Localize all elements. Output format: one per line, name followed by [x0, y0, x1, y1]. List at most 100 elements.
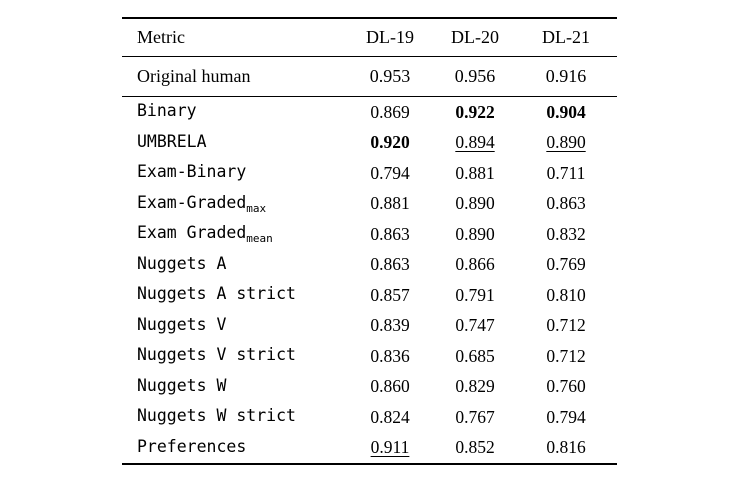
value-text: 0.894: [455, 132, 495, 153]
row-label-text: Preferences: [137, 436, 247, 456]
value-text: 0.760: [546, 376, 586, 397]
row-label-text: Exam-Binary: [137, 162, 247, 182]
col-header-dl19: DL-19: [366, 27, 414, 47]
value-text: 0.829: [455, 376, 495, 397]
row-label-text: UMBRELA: [137, 131, 207, 151]
row-label: Exam-Gradedmax: [122, 193, 345, 215]
table-row: Nuggets W strict 0.824 0.767 0.794: [122, 402, 617, 433]
row-label-text: Exam-Graded: [137, 192, 247, 212]
row-label: Preferences: [122, 437, 345, 459]
table-row: Nuggets A 0.863 0.866 0.769: [122, 250, 617, 281]
table-row: Binary 0.869 0.922 0.904: [122, 97, 617, 128]
table-row: Exam Gradedmean 0.863 0.890 0.832: [122, 219, 617, 250]
value-dl21: 0.760: [515, 376, 617, 397]
value-dl21: 0.794: [515, 407, 617, 428]
value-text: 0.920: [370, 132, 410, 153]
value-dl19: 0.920: [345, 132, 435, 153]
value-dl20: 0.685: [435, 346, 515, 367]
value-dl20: 0.829: [435, 376, 515, 397]
value-text: 0.794: [370, 162, 410, 183]
value-dl20: 0.767: [435, 407, 515, 428]
value-text: 0.712: [546, 345, 586, 366]
value-text: 0.711: [546, 162, 586, 183]
value-dl19: 0.839: [345, 315, 435, 336]
value-dl21: 0.916: [545, 66, 587, 86]
value-dl21: 0.810: [515, 285, 617, 306]
value-dl19: 0.863: [345, 224, 435, 245]
value-dl19: 0.824: [345, 407, 435, 428]
value-text: 0.685: [455, 345, 495, 366]
value-text: 0.869: [370, 101, 410, 122]
row-label: Original human: [137, 66, 251, 86]
row-label-text: Nuggets V: [137, 314, 227, 334]
value-dl21: 0.712: [515, 315, 617, 336]
value-text: 0.839: [370, 315, 410, 336]
value-text: 0.863: [370, 223, 410, 244]
value-text: 0.824: [370, 406, 410, 427]
value-text: 0.911: [370, 437, 410, 458]
table-row: Nuggets W 0.860 0.829 0.760: [122, 372, 617, 403]
row-label: Exam-Binary: [122, 162, 345, 184]
table-row: Nuggets V 0.839 0.747 0.712: [122, 311, 617, 342]
row-label-subscript: max: [246, 201, 267, 215]
value-text: 0.810: [546, 284, 586, 305]
value-text: 0.816: [546, 437, 586, 458]
value-dl21: 0.832: [515, 224, 617, 245]
value-text: 0.857: [370, 284, 410, 305]
row-label: Nuggets V: [122, 315, 345, 337]
value-text: 0.832: [546, 223, 586, 244]
row-label-text: Nuggets A strict: [137, 284, 296, 304]
value-text: 0.860: [370, 376, 410, 397]
row-label: Binary: [122, 101, 345, 123]
value-dl21: 0.769: [515, 254, 617, 275]
value-dl21: 0.711: [515, 163, 617, 184]
value-dl19: 0.911: [345, 437, 435, 458]
row-label: Nuggets W strict: [122, 406, 345, 428]
value-text: 0.767: [455, 406, 495, 427]
row-label: Exam Gradedmean: [122, 223, 345, 245]
value-dl20: 0.890: [435, 193, 515, 214]
value-text: 0.890: [455, 223, 495, 244]
value-dl20: 0.956: [454, 66, 496, 86]
table-header-row: Metric DL-19 DL-20 DL-21: [122, 19, 617, 57]
value-dl20: 0.890: [435, 224, 515, 245]
row-label: Nuggets A strict: [122, 284, 345, 306]
col-header-dl21: DL-21: [542, 27, 590, 47]
value-text: 0.881: [370, 193, 410, 214]
value-text: 0.852: [455, 437, 495, 458]
table-row: Exam-Gradedmax 0.881 0.890 0.863: [122, 189, 617, 220]
value-dl20: 0.881: [435, 163, 515, 184]
row-label-text: Nuggets W strict: [137, 406, 296, 426]
value-text: 0.881: [455, 162, 495, 183]
results-table: Metric DL-19 DL-20 DL-21 Original human …: [122, 17, 617, 465]
value-dl19: 0.836: [345, 346, 435, 367]
value-dl21: 0.712: [515, 346, 617, 367]
value-text: 0.747: [455, 315, 495, 336]
value-dl20: 0.866: [435, 254, 515, 275]
row-label: Nuggets W: [122, 376, 345, 398]
value-text: 0.863: [546, 193, 586, 214]
value-text: 0.922: [455, 101, 495, 122]
table-row: Nuggets V strict 0.836 0.685 0.712: [122, 341, 617, 372]
value-text: 0.890: [546, 132, 586, 153]
value-dl19: 0.881: [345, 193, 435, 214]
value-dl19: 0.953: [369, 66, 411, 86]
row-label: Nuggets A: [122, 254, 345, 276]
table-row: Exam-Binary 0.794 0.881 0.711: [122, 158, 617, 189]
value-dl19: 0.857: [345, 285, 435, 306]
value-text: 0.836: [370, 345, 410, 366]
value-dl20: 0.791: [435, 285, 515, 306]
row-label: Nuggets V strict: [122, 345, 345, 367]
value-dl21: 0.904: [515, 102, 617, 123]
value-dl20: 0.922: [435, 102, 515, 123]
table-body: Binary 0.869 0.922 0.904 UMBRELA 0.920 0…: [122, 97, 617, 463]
value-text: 0.769: [546, 254, 586, 275]
col-header-metric: Metric: [137, 27, 185, 47]
value-dl21: 0.863: [515, 193, 617, 214]
value-text: 0.791: [455, 284, 495, 305]
value-text: 0.866: [455, 254, 495, 275]
row-label-subscript: mean: [246, 232, 273, 246]
value-dl20: 0.852: [435, 437, 515, 458]
value-text: 0.863: [370, 254, 410, 275]
baseline-row: Original human 0.953 0.956 0.916: [122, 57, 617, 97]
